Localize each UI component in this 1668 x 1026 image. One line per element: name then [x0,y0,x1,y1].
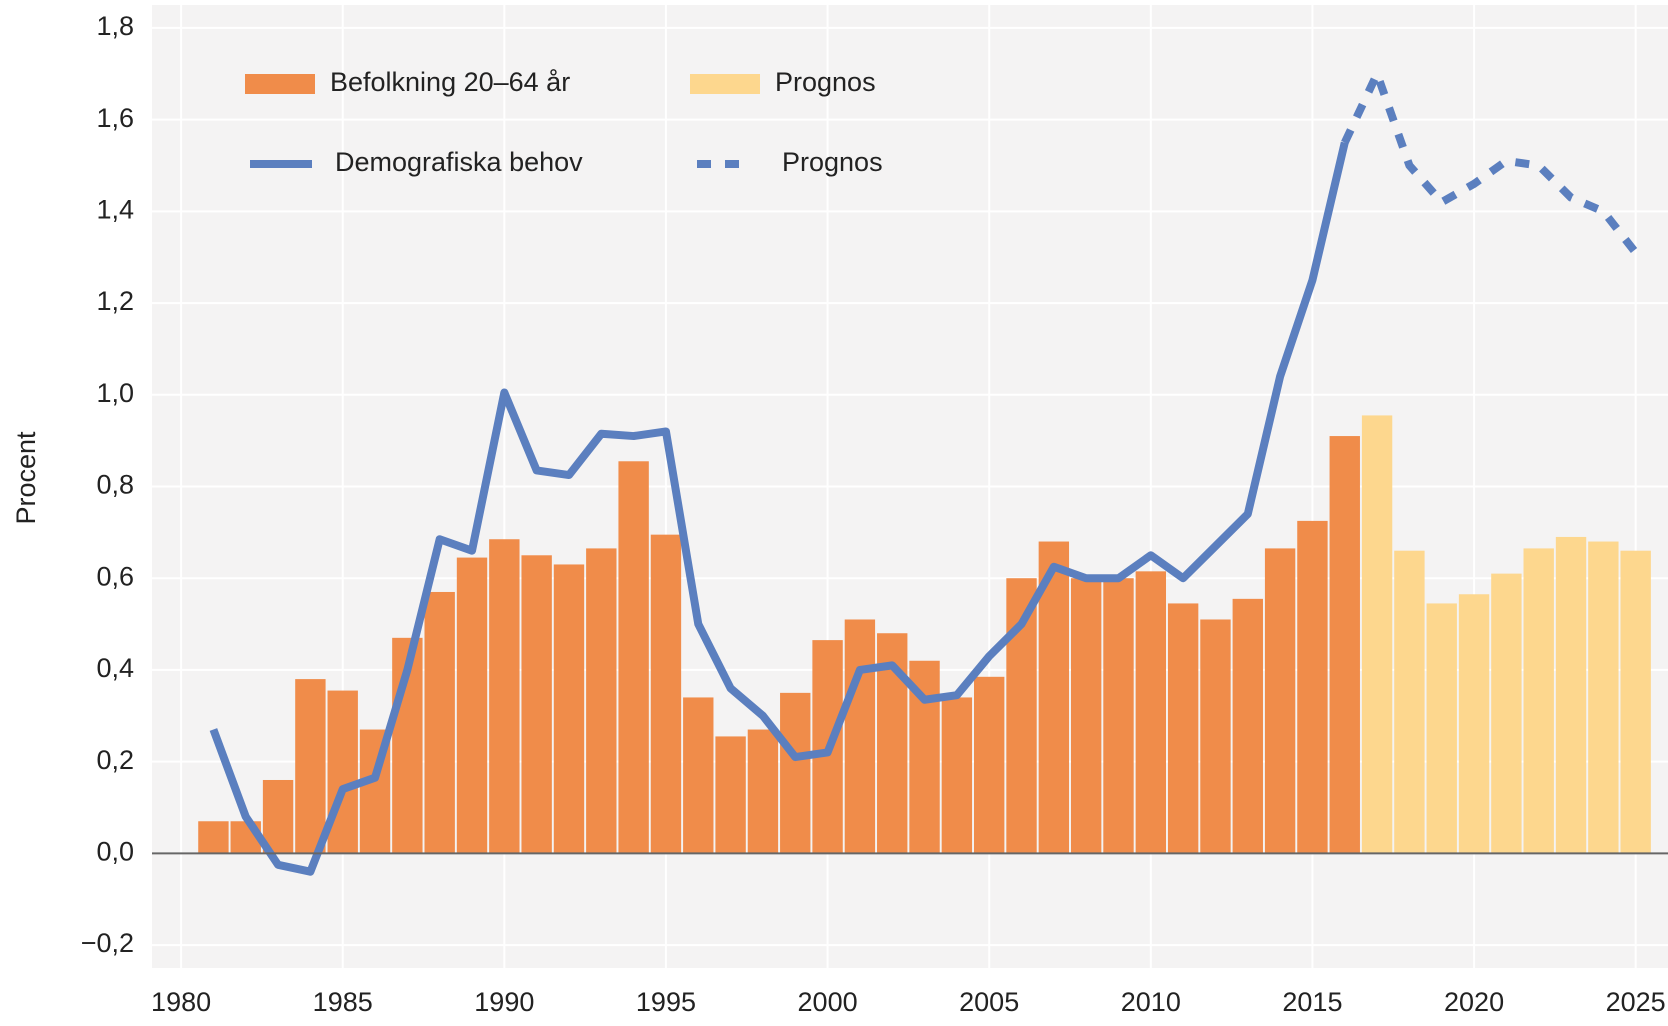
bar [1491,573,1522,854]
bar [1555,536,1587,854]
y-tick-label: 0,8 [96,470,134,500]
legend-swatch [690,74,760,94]
y-tick-label: 1,0 [96,378,134,408]
x-tick-label: 2025 [1606,987,1666,1017]
x-tick-label: 1995 [636,987,696,1017]
y-axis-label: Procent [11,431,41,525]
y-tick-label: 0,4 [96,653,134,683]
line [209,141,1349,876]
y-tick-label: 1,4 [96,194,134,224]
bar [521,555,552,854]
bar [1620,550,1651,854]
bar [1426,603,1457,854]
y-tick-label: 1,6 [96,103,134,133]
marks [198,69,1651,876]
bar [1070,578,1102,854]
legend-swatch [245,74,315,94]
bar [1588,541,1619,854]
line [1341,69,1639,256]
bar [456,557,488,854]
bar [650,534,682,854]
y-tick-label: 1,8 [96,11,134,41]
legend-label: Prognos [782,147,883,177]
x-tick-label: 1985 [313,987,373,1017]
bar [586,548,617,854]
legend-label: Prognos [775,67,876,97]
bar [1523,548,1554,854]
y-tick-label: 0,2 [96,745,134,775]
bar [1135,571,1167,854]
bar [780,692,811,854]
bar [1458,594,1490,854]
y-tick-label: −0,2 [81,928,134,958]
y-tick-label: 0,0 [96,836,134,866]
bar [553,564,585,854]
bar [424,591,455,854]
x-tick-label: 2020 [1444,987,1504,1017]
bar [1200,619,1231,854]
bar [618,461,649,854]
x-tick-label: 2000 [798,987,858,1017]
axes: −0,2 0,0 0,2 0,4 0,6 0,8 1,0 1,2 1,4 1,6 1,8 1980 19… [81,11,1668,1017]
bar [844,619,876,854]
y-tick-label: 1,2 [96,286,134,316]
x-tick-label: 1980 [151,987,211,1017]
bar [941,697,973,854]
bar [1329,436,1360,854]
bar [1103,578,1134,854]
bar [747,729,779,854]
bar [489,539,520,854]
bar [1038,541,1070,854]
bar [1264,548,1296,854]
bar [295,679,326,854]
x-tick-label: 2010 [1121,987,1181,1017]
bar [1361,415,1393,854]
bar [715,736,746,854]
bar [683,697,714,854]
x-tick-label: 2015 [1282,987,1342,1017]
bar [1167,603,1199,854]
legend-label: Demografiska behov [335,147,583,177]
x-tick-label: 2005 [959,987,1019,1017]
bar [1297,520,1328,854]
bar [327,690,358,854]
bar [1232,598,1263,854]
bar [198,821,229,854]
x-tick-label: 1990 [474,987,534,1017]
y-tick-label: 0,6 [96,561,134,591]
bar [262,779,294,854]
bar [974,676,1005,854]
legend-label: Befolkning 20–64 år [330,67,570,97]
bar [1394,550,1425,854]
